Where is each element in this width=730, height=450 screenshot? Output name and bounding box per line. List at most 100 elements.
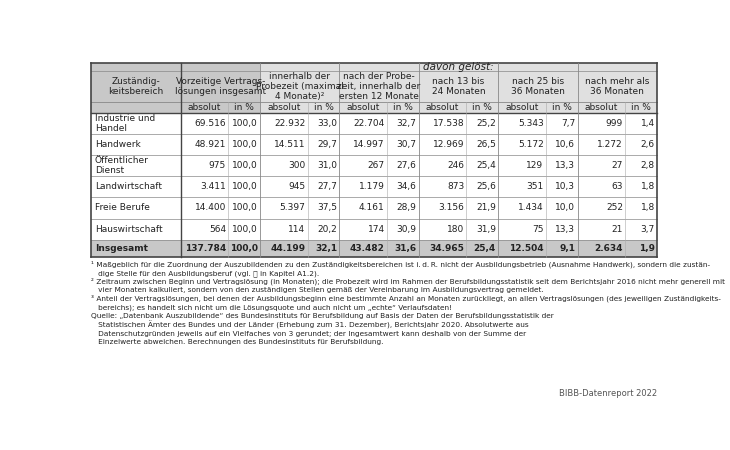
Text: 300: 300: [288, 161, 305, 170]
Text: 3,7: 3,7: [640, 225, 655, 234]
Text: 30,7: 30,7: [396, 140, 417, 149]
Text: Freie Berufe: Freie Berufe: [95, 203, 150, 212]
Text: 100,0: 100,0: [232, 203, 258, 212]
Text: 75: 75: [532, 225, 544, 234]
Bar: [498, 155, 546, 176]
Text: absolut: absolut: [188, 103, 221, 112]
Bar: [339, 240, 387, 256]
Text: absolut: absolut: [347, 103, 380, 112]
Text: 1,9: 1,9: [639, 244, 655, 253]
Text: 26,5: 26,5: [476, 140, 496, 149]
Text: 1.434: 1.434: [518, 203, 544, 212]
Text: 2,8: 2,8: [641, 161, 655, 170]
Bar: [546, 134, 577, 155]
Bar: [625, 155, 657, 176]
Text: 100,0: 100,0: [232, 225, 258, 234]
Bar: [625, 176, 657, 198]
Text: 1,8: 1,8: [640, 182, 655, 191]
Text: BIBB-Datenreport 2022: BIBB-Datenreport 2022: [559, 389, 657, 398]
Bar: [180, 155, 228, 176]
Bar: [466, 113, 498, 134]
Bar: [180, 102, 228, 113]
Bar: [307, 176, 339, 198]
Bar: [180, 198, 228, 219]
Bar: [546, 155, 577, 176]
Text: 13,3: 13,3: [556, 225, 575, 234]
Text: 267: 267: [368, 161, 385, 170]
Text: 564: 564: [209, 225, 226, 234]
Bar: [387, 176, 419, 198]
Bar: [260, 155, 307, 176]
Bar: [307, 240, 339, 256]
Text: 25,6: 25,6: [476, 182, 496, 191]
Bar: [625, 134, 657, 155]
Text: nach mehr als
36 Monaten: nach mehr als 36 Monaten: [585, 77, 650, 96]
Text: 14.997: 14.997: [353, 140, 385, 149]
Bar: [307, 155, 339, 176]
Text: Quelle: „Datenbank Auszubildende“ des Bundesinstituts für Berufsbildung auf Basi: Quelle: „Datenbank Auszubildende“ des Bu…: [91, 313, 554, 345]
Bar: [228, 113, 260, 134]
Text: 27,7: 27,7: [318, 182, 337, 191]
Text: 9,1: 9,1: [559, 244, 575, 253]
Bar: [466, 155, 498, 176]
Text: 27: 27: [612, 161, 623, 170]
Text: 7,7: 7,7: [561, 119, 575, 128]
Text: Öffentlicher
Dienst: Öffentlicher Dienst: [95, 156, 148, 176]
Bar: [91, 219, 180, 240]
Text: 100,0: 100,0: [232, 182, 258, 191]
Bar: [498, 113, 546, 134]
Bar: [339, 219, 387, 240]
Bar: [339, 71, 419, 102]
Bar: [419, 240, 466, 256]
Text: 873: 873: [447, 182, 464, 191]
Bar: [228, 219, 260, 240]
Text: 32,1: 32,1: [315, 244, 337, 253]
Bar: [260, 219, 307, 240]
Text: 31,0: 31,0: [317, 161, 337, 170]
Text: 10,3: 10,3: [556, 182, 575, 191]
Bar: [419, 134, 466, 155]
Text: 13,3: 13,3: [556, 161, 575, 170]
Bar: [228, 198, 260, 219]
Text: 69.516: 69.516: [194, 119, 226, 128]
Text: 28,9: 28,9: [396, 203, 417, 212]
Text: 1.272: 1.272: [597, 140, 623, 149]
Text: 25,2: 25,2: [476, 119, 496, 128]
Bar: [260, 63, 657, 71]
Bar: [91, 240, 180, 256]
Bar: [419, 71, 498, 102]
Text: absolut: absolut: [585, 103, 618, 112]
Bar: [577, 113, 625, 134]
Bar: [546, 219, 577, 240]
Text: 25,4: 25,4: [476, 161, 496, 170]
Bar: [498, 71, 577, 102]
Bar: [228, 176, 260, 198]
Bar: [307, 113, 339, 134]
Bar: [387, 219, 419, 240]
Text: in %: in %: [393, 103, 413, 112]
Text: nach 25 bis
36 Monaten: nach 25 bis 36 Monaten: [511, 77, 565, 96]
Bar: [339, 198, 387, 219]
Text: 5.343: 5.343: [518, 119, 544, 128]
Bar: [466, 176, 498, 198]
Bar: [625, 113, 657, 134]
Text: Handwerk: Handwerk: [95, 140, 140, 149]
Text: 137.784: 137.784: [185, 244, 226, 253]
Bar: [180, 134, 228, 155]
Text: davon gelöst:: davon gelöst:: [423, 62, 493, 72]
Text: 945: 945: [288, 182, 305, 191]
Bar: [546, 198, 577, 219]
Text: in %: in %: [314, 103, 334, 112]
Bar: [387, 113, 419, 134]
Bar: [466, 198, 498, 219]
Bar: [625, 240, 657, 256]
Bar: [91, 134, 180, 155]
Bar: [260, 102, 307, 113]
Bar: [498, 176, 546, 198]
Bar: [91, 198, 180, 219]
Text: 252: 252: [606, 203, 623, 212]
Text: Zuständig-
keitsbereich: Zuständig- keitsbereich: [108, 77, 164, 96]
Text: Landwirtschaft: Landwirtschaft: [95, 182, 161, 191]
Text: 12.504: 12.504: [509, 244, 544, 253]
Text: nach der Probe-
zeit, innerhalb der
ersten 12 Monate: nach der Probe- zeit, innerhalb der erst…: [337, 72, 420, 101]
